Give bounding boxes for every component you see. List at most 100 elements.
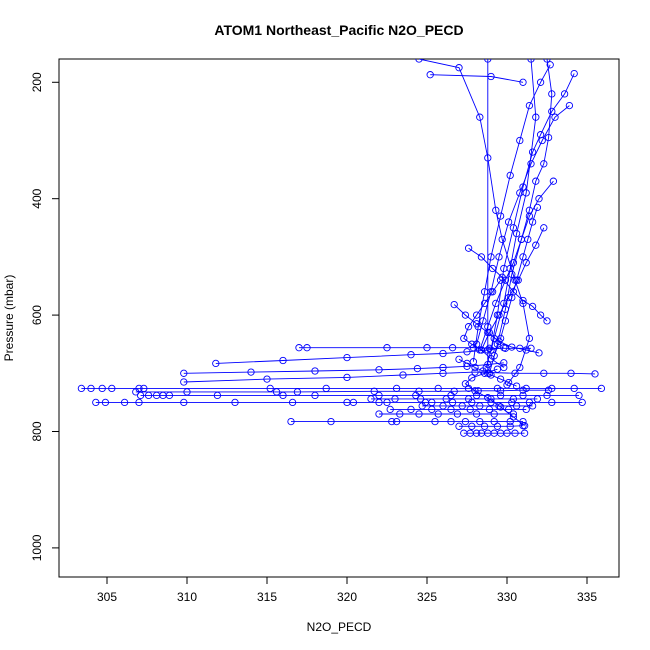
data-point <box>472 429 481 437</box>
series-26 <box>287 417 527 426</box>
data-point <box>487 253 495 261</box>
data-point <box>180 378 188 386</box>
data-point <box>504 378 513 387</box>
data-point <box>477 253 486 261</box>
data-layer <box>77 59 606 437</box>
data-point <box>487 72 495 81</box>
x-tick-label: 305 <box>97 590 117 604</box>
data-point <box>514 276 522 284</box>
series-27 <box>455 422 527 430</box>
series-6 <box>469 61 554 366</box>
data-point <box>504 293 513 302</box>
data-point <box>567 369 575 377</box>
data-point <box>136 391 145 400</box>
series-8 <box>476 177 558 354</box>
data-point <box>519 253 527 261</box>
data-point <box>543 59 551 63</box>
data-point <box>484 59 492 63</box>
data-point <box>536 78 545 86</box>
data-point <box>92 398 100 407</box>
series-22 <box>92 398 586 407</box>
data-point <box>493 365 502 373</box>
series-line <box>488 59 553 374</box>
data-point <box>77 384 86 393</box>
data-point <box>484 346 492 354</box>
data-point <box>578 398 586 407</box>
data-point <box>522 405 530 414</box>
y-axis: 200 400 600 800 1000 <box>30 72 60 561</box>
series-line <box>493 207 538 356</box>
y-axis-label: Pressure (mbar) <box>2 275 16 362</box>
data-point <box>428 405 436 414</box>
x-tick-label: 325 <box>417 590 437 604</box>
data-point <box>247 368 255 376</box>
series-line <box>476 105 570 345</box>
data-point <box>212 359 220 368</box>
data-point <box>98 384 106 393</box>
data-point <box>543 391 551 400</box>
data-point <box>423 344 431 352</box>
data-point <box>472 311 481 319</box>
data-point <box>287 417 295 426</box>
data-point <box>500 359 508 367</box>
series-29 <box>461 365 529 430</box>
x-axis-label: N2O_PECD <box>307 620 372 634</box>
data-point <box>535 349 543 357</box>
data-point <box>525 212 534 220</box>
series-15 <box>212 344 508 368</box>
y-tick-label: 800 <box>30 421 44 441</box>
y-tick-label: 1000 <box>30 534 44 561</box>
data-point <box>484 154 492 162</box>
data-point <box>504 405 513 414</box>
data-point <box>527 59 535 63</box>
data-point <box>492 206 500 214</box>
data-point <box>439 369 447 377</box>
data-point <box>512 229 521 238</box>
data-point <box>370 387 378 395</box>
data-point <box>516 189 524 197</box>
data-point <box>279 391 287 400</box>
series-line <box>418 59 530 386</box>
data-point <box>519 296 527 305</box>
data-point <box>488 264 497 273</box>
data-point <box>532 241 540 249</box>
data-point <box>536 311 545 319</box>
series-line <box>472 64 551 362</box>
series-13 <box>450 300 543 357</box>
data-point <box>528 148 537 156</box>
data-point <box>487 371 495 379</box>
series-line <box>183 362 504 374</box>
data-point <box>551 113 559 121</box>
data-point <box>540 369 548 377</box>
data-point <box>453 410 462 418</box>
data-point <box>383 344 391 352</box>
data-point <box>520 422 529 430</box>
data-point <box>439 363 447 372</box>
data-point <box>213 391 222 400</box>
data-point <box>386 405 394 414</box>
data-point <box>231 398 239 407</box>
data-point <box>495 311 503 319</box>
data-point <box>519 386 527 394</box>
data-point <box>520 429 529 437</box>
x-tick-label: 320 <box>337 590 357 604</box>
data-point <box>461 417 470 426</box>
series-line <box>135 389 549 393</box>
data-point <box>528 302 537 311</box>
data-point <box>349 398 358 407</box>
y-tick-label: 400 <box>30 188 44 208</box>
data-point <box>506 171 514 180</box>
data-point <box>471 368 479 376</box>
data-point <box>488 288 497 296</box>
data-point <box>388 417 396 426</box>
data-point <box>544 133 553 142</box>
data-point <box>496 212 505 220</box>
series-30 <box>455 355 521 390</box>
data-point <box>165 391 174 400</box>
data-point <box>455 64 463 72</box>
data-point <box>496 276 505 284</box>
data-point <box>463 348 471 356</box>
data-point <box>455 355 463 363</box>
data-point <box>311 367 319 375</box>
data-point <box>415 410 423 418</box>
